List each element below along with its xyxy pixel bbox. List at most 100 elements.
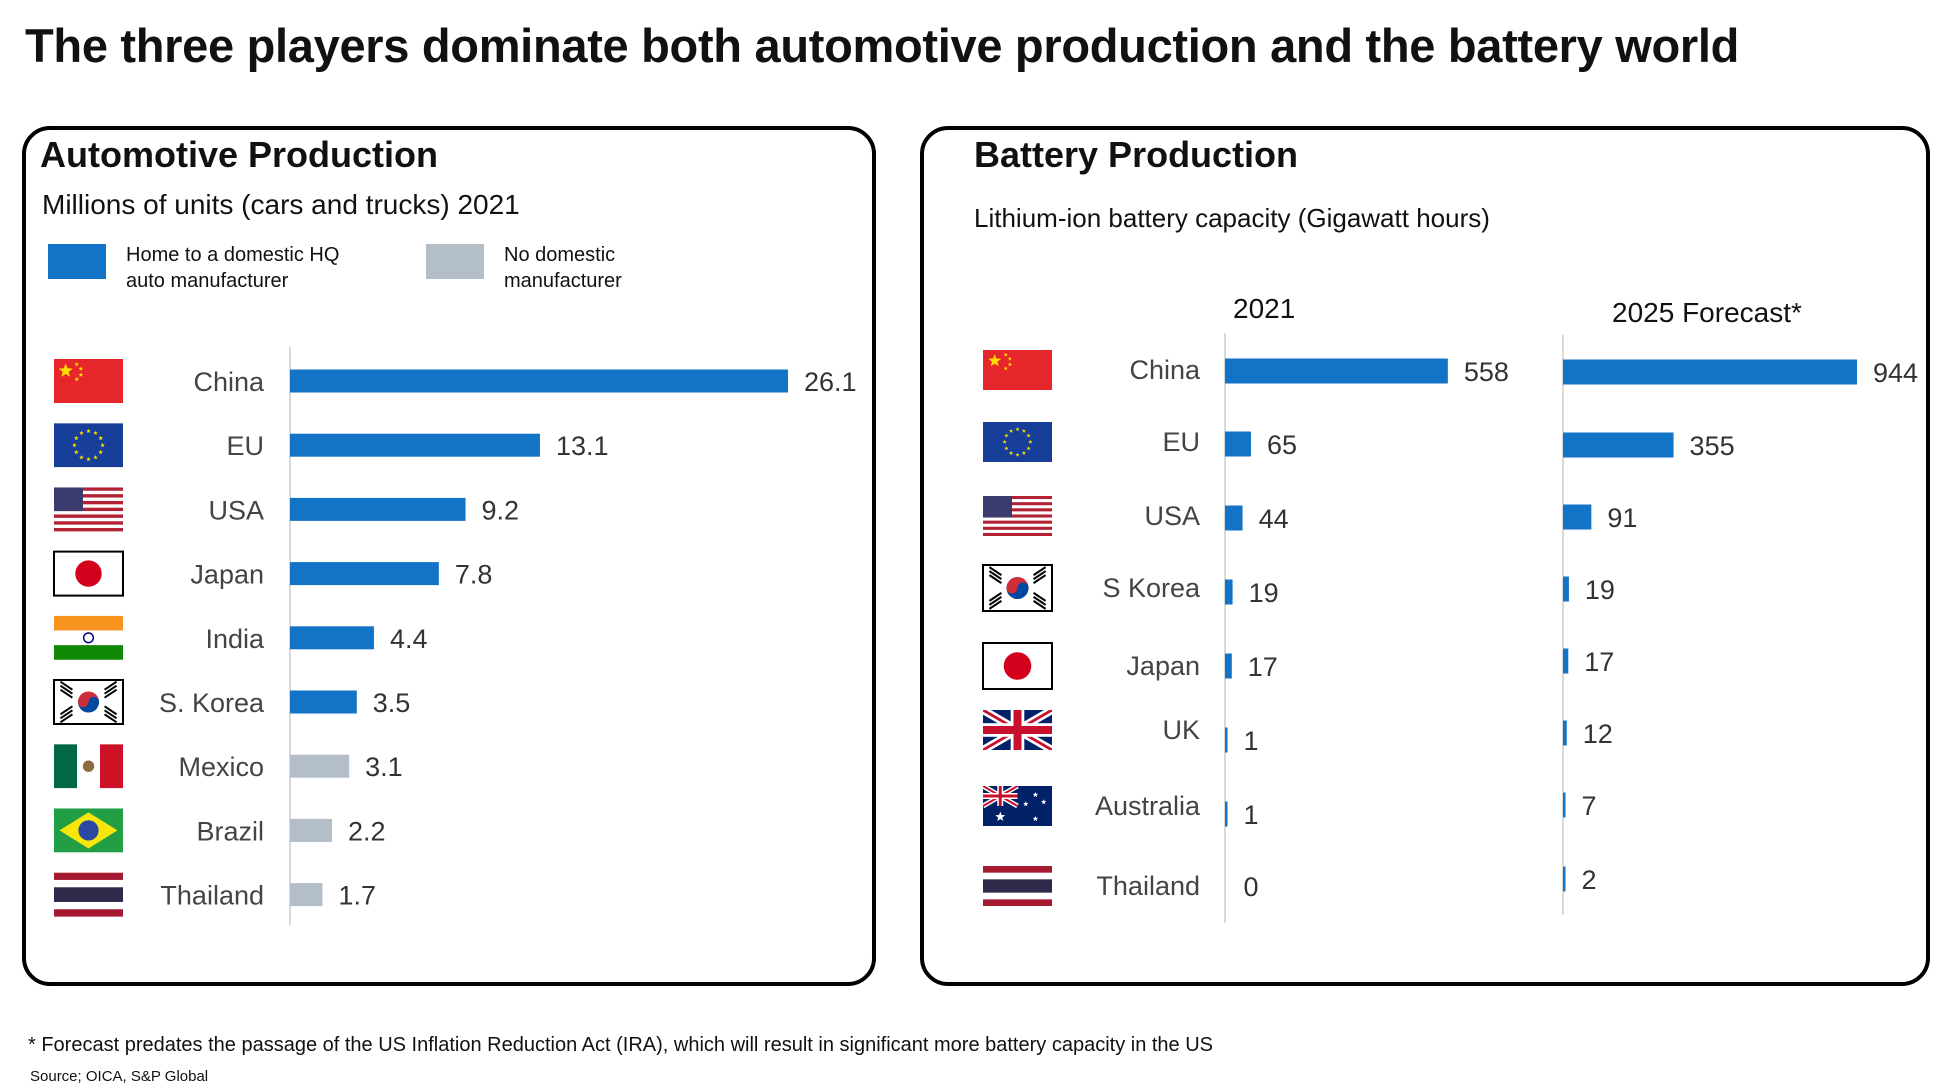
auto-category-label: Thailand <box>160 881 264 911</box>
flag-brazil-icon <box>54 808 123 853</box>
battery-value-label: 355 <box>1690 431 1735 461</box>
flag-korea-icon <box>53 679 124 725</box>
battery-bar <box>1225 801 1228 827</box>
battery-value-label: 19 <box>1585 575 1615 605</box>
battery-category-label: USA <box>1144 501 1200 531</box>
battery-value-label: 12 <box>1583 719 1613 749</box>
auto-category-label: S. Korea <box>159 688 265 718</box>
battery-value-label: 17 <box>1584 647 1614 677</box>
battery-bar <box>1225 727 1228 753</box>
battery-value-label: 0 <box>1244 872 1259 902</box>
auto-bar <box>290 626 374 650</box>
auto-bar <box>290 883 323 907</box>
auto-value-label: 4.4 <box>390 624 428 654</box>
auto-category-label: Mexico <box>178 752 264 782</box>
battery-bar <box>1563 576 1569 602</box>
flag-usa-icon <box>983 496 1052 536</box>
auto-bar <box>290 497 466 521</box>
flag-mexico-icon <box>54 744 123 789</box>
battery-value-label: 65 <box>1267 430 1297 460</box>
battery-category-label: Thailand <box>1096 871 1200 901</box>
battery-value-label: 7 <box>1582 791 1597 821</box>
flag-china-icon <box>54 359 123 403</box>
flag-thailand-icon <box>54 872 123 917</box>
battery-value-label: 1 <box>1244 800 1259 830</box>
footnote: * Forecast predates the passage of the U… <box>28 1034 1214 1056</box>
flag-eu-icon <box>54 423 123 468</box>
battery-value-label: 1 <box>1244 726 1259 756</box>
auto-value-label: 9.2 <box>482 495 520 525</box>
battery-bar <box>1563 866 1566 892</box>
battery-bar <box>1225 505 1243 531</box>
legend-label-domestic: Home to a domestic HQ auto manufacturer <box>126 244 340 292</box>
auto-bar <box>290 369 788 393</box>
auto-bar <box>290 562 439 586</box>
battery-bar <box>1563 792 1566 818</box>
auto-value-label: 1.7 <box>338 881 376 911</box>
battery-category-label: Australia <box>1095 791 1201 821</box>
battery-value-label: 17 <box>1248 652 1278 682</box>
auto-category-label: USA <box>208 495 264 525</box>
auto-value-label: 3.1 <box>365 752 403 782</box>
auto-bar <box>290 818 332 842</box>
battery-value-label: 44 <box>1259 504 1289 534</box>
legend-swatch-domestic <box>48 244 106 279</box>
auto-bar <box>290 690 357 714</box>
battery-production-panel: Battery Production Lithium-ion battery c… <box>920 126 1930 986</box>
battery-bar <box>1563 359 1857 385</box>
battery-value-label: 944 <box>1873 358 1918 388</box>
flag-japan-icon <box>53 550 124 597</box>
battery-panel-subtitle: Lithium-ion battery capacity (Gigawatt h… <box>974 203 1490 233</box>
auto-value-label: 2.2 <box>348 816 386 846</box>
battery-bar <box>1563 432 1674 458</box>
battery-category-label: China <box>1129 355 1201 385</box>
battery-category-label: S Korea <box>1102 573 1201 603</box>
page-title: The three players dominate both automoti… <box>25 19 1740 72</box>
auto-category-label: China <box>193 367 265 397</box>
flag-eu-icon <box>983 422 1052 462</box>
auto-value-label: 26.1 <box>804 367 857 397</box>
battery-series-header: 2021 <box>1233 293 1295 324</box>
battery-bar <box>1563 504 1592 530</box>
legend-swatch-no-domestic <box>426 244 484 279</box>
battery-value-label: 558 <box>1464 357 1509 387</box>
auto-bar <box>290 433 540 457</box>
flag-china-icon <box>983 350 1052 390</box>
legend-label-no-domestic: No domestic manufacturer <box>504 244 622 292</box>
auto-bar <box>290 754 350 778</box>
auto-value-label: 3.5 <box>373 688 411 718</box>
battery-category-label: EU <box>1162 427 1200 457</box>
battery-bar <box>1225 358 1448 384</box>
automotive-panel-title: Automotive Production <box>40 134 438 175</box>
auto-category-label: India <box>205 624 265 654</box>
source-note: Source; OICA, S&P Global <box>30 1068 209 1085</box>
flag-usa-icon <box>54 487 123 532</box>
battery-bar <box>1225 653 1232 679</box>
flag-thailand-icon <box>983 866 1052 906</box>
auto-value-label: 7.8 <box>455 560 493 590</box>
battery-value-label: 91 <box>1607 503 1637 533</box>
battery-category-label: Japan <box>1126 651 1200 681</box>
flag-uk-icon <box>983 710 1052 750</box>
auto-category-label: Brazil <box>196 816 264 846</box>
auto-category-label: EU <box>226 431 264 461</box>
automotive-production-panel: Automotive Production Millions of units … <box>22 126 876 986</box>
battery-category-label: UK <box>1162 715 1200 745</box>
battery-series-header: 2025 Forecast* <box>1612 297 1802 328</box>
flag-australia-icon <box>983 786 1052 826</box>
flag-korea-icon <box>982 564 1053 612</box>
battery-bar <box>1225 579 1233 605</box>
auto-value-label: 13.1 <box>556 431 609 461</box>
automotive-panel-subtitle: Millions of units (cars and trucks) 2021 <box>42 189 520 220</box>
battery-panel-title: Battery Production <box>974 134 1299 175</box>
battery-value-label: 19 <box>1249 578 1279 608</box>
battery-bar <box>1563 720 1567 746</box>
auto-category-label: Japan <box>190 560 264 590</box>
flag-japan-icon <box>982 642 1053 690</box>
battery-bar <box>1563 648 1569 674</box>
battery-bar <box>1225 431 1251 457</box>
battery-value-label: 2 <box>1582 865 1597 895</box>
flag-india-icon <box>54 615 123 660</box>
